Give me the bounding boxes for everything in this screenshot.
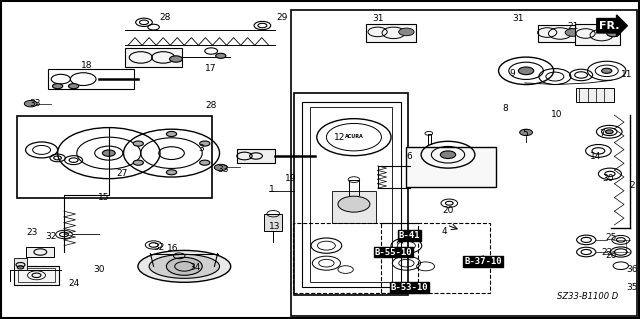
Text: 15: 15 [98, 193, 109, 202]
Bar [18, 268, 55, 282]
Text: 28: 28 [159, 13, 171, 22]
Circle shape [399, 28, 414, 36]
Circle shape [338, 196, 370, 212]
Text: 10: 10 [551, 110, 563, 119]
Bar [294, 93, 408, 295]
Text: 31: 31 [372, 14, 383, 23]
Text: 23: 23 [26, 228, 38, 237]
Bar [332, 191, 376, 223]
Text: 2: 2 [630, 181, 635, 189]
Text: 30: 30 [93, 265, 105, 274]
Circle shape [440, 151, 456, 159]
Text: 22: 22 [601, 248, 612, 256]
Text: B-41: B-41 [399, 231, 420, 240]
Text: 33: 33 [217, 165, 228, 174]
Text: 26: 26 [605, 251, 617, 260]
Text: 21: 21 [567, 22, 579, 31]
Text: 29: 29 [276, 13, 287, 22]
Text: 18: 18 [81, 61, 92, 70]
Circle shape [68, 84, 79, 89]
Text: 35: 35 [627, 283, 638, 292]
Text: B-37-10: B-37-10 [465, 257, 502, 266]
Text: ACURA: ACURA [344, 134, 364, 139]
Circle shape [607, 30, 620, 37]
Text: 19: 19 [285, 174, 297, 183]
Bar [293, 223, 418, 293]
Circle shape [166, 131, 177, 137]
Text: 24: 24 [68, 279, 79, 288]
Circle shape [102, 150, 115, 156]
Bar [291, 10, 637, 316]
Text: 20: 20 [442, 206, 454, 215]
Text: 33: 33 [29, 99, 41, 108]
Text: 4: 4 [442, 227, 447, 236]
Circle shape [565, 29, 580, 36]
Circle shape [520, 129, 532, 136]
Circle shape [166, 170, 177, 175]
Text: 11: 11 [621, 70, 633, 79]
Text: 6: 6 [407, 152, 412, 161]
Circle shape [24, 100, 37, 107]
Bar [264, 214, 282, 231]
Bar [14, 266, 59, 285]
Circle shape [133, 141, 143, 146]
Text: SZ33-B1100 D: SZ33-B1100 D [557, 293, 618, 301]
Text: 14: 14 [589, 152, 601, 161]
Text: 30: 30 [602, 174, 614, 183]
Text: 7: 7 [599, 130, 604, 138]
Bar [381, 223, 490, 293]
Text: B-53-10: B-53-10 [391, 283, 428, 292]
Bar [48, 69, 134, 89]
Text: 16: 16 [167, 244, 179, 253]
Text: 13: 13 [269, 222, 281, 231]
Text: 3: 3 [199, 144, 204, 153]
Text: 36: 36 [627, 265, 638, 274]
Circle shape [166, 257, 202, 275]
Ellipse shape [149, 255, 220, 278]
Text: 8: 8 [503, 104, 508, 113]
Text: 1: 1 [269, 185, 275, 194]
Circle shape [52, 84, 63, 89]
Bar [237, 149, 275, 163]
Text: 31: 31 [513, 14, 524, 23]
Circle shape [518, 67, 534, 75]
Text: 32: 32 [45, 232, 57, 241]
Text: 12: 12 [333, 133, 345, 142]
Circle shape [216, 53, 226, 58]
Bar [538, 25, 581, 42]
Bar [125, 48, 182, 67]
Ellipse shape [138, 250, 231, 282]
Text: 28: 28 [205, 101, 217, 110]
Circle shape [170, 56, 182, 62]
Bar [366, 24, 416, 42]
Text: FR.: FR. [599, 21, 620, 31]
Circle shape [214, 164, 227, 171]
Bar [14, 258, 27, 270]
Bar [575, 24, 620, 45]
Bar [310, 107, 392, 282]
Text: 25: 25 [605, 233, 617, 242]
Circle shape [602, 68, 612, 73]
Circle shape [200, 141, 210, 146]
Text: 9: 9 [509, 69, 515, 78]
Bar [302, 102, 401, 287]
Circle shape [133, 160, 143, 165]
Text: 32: 32 [153, 243, 164, 252]
Text: 27: 27 [116, 169, 127, 178]
Bar [406, 147, 496, 187]
Text: 5: 5 [522, 130, 527, 138]
Circle shape [200, 160, 210, 165]
Bar [576, 88, 614, 102]
Circle shape [605, 130, 613, 134]
Bar [17, 116, 212, 198]
Text: 34: 34 [189, 263, 201, 272]
Bar [26, 247, 54, 257]
Text: B-55-10: B-55-10 [375, 248, 412, 256]
Text: 17: 17 [205, 64, 217, 73]
